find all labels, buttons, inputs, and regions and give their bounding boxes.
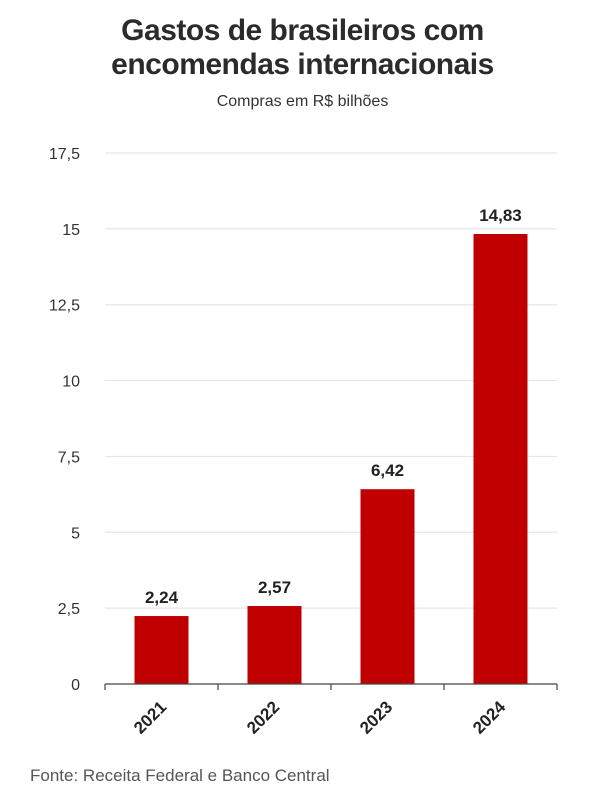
y-tick-label: 15 <box>62 222 80 239</box>
y-tick-label: 17,5 <box>49 146 80 163</box>
bar-2023 <box>360 489 415 684</box>
bar-2024 <box>473 234 528 684</box>
x-tick-label: 2023 <box>356 697 396 737</box>
x-tick-label: 2024 <box>469 697 510 738</box>
x-tick-label: 2022 <box>243 697 283 737</box>
bar-chart: 0 2,5 5 7,5 10 12,5 15 17,5 2,24 2021 2,57 2022 6,42… <box>49 146 558 738</box>
y-tick-label: 5 <box>71 525 80 542</box>
x-tick-label: 2021 <box>130 697 170 737</box>
data-label: 2,57 <box>258 578 291 597</box>
bar-2021 <box>134 616 189 684</box>
data-label: 2,24 <box>145 588 179 607</box>
data-label: 14,83 <box>479 206 522 225</box>
data-label: 6,42 <box>371 461 404 480</box>
y-tick-label: 12,5 <box>49 298 80 315</box>
bar-2022 <box>247 606 302 684</box>
chart-subtitle: Compras em R$ bilhões <box>216 93 389 110</box>
chart-title-line-1: Gastos de brasileiros com <box>121 14 484 47</box>
y-tick-label: 2,5 <box>58 601 80 618</box>
y-tick-label: 7,5 <box>58 449 80 466</box>
chart-title: Gastos de brasileiros com encomendas int… <box>0 14 605 82</box>
chart-title-line-2: encomendas internacionais <box>111 48 494 81</box>
y-tick-label: 0 <box>71 677 80 694</box>
source-note: Fonte: Receita Federal e Banco Central <box>30 766 330 785</box>
y-tick-label: 10 <box>62 374 80 391</box>
